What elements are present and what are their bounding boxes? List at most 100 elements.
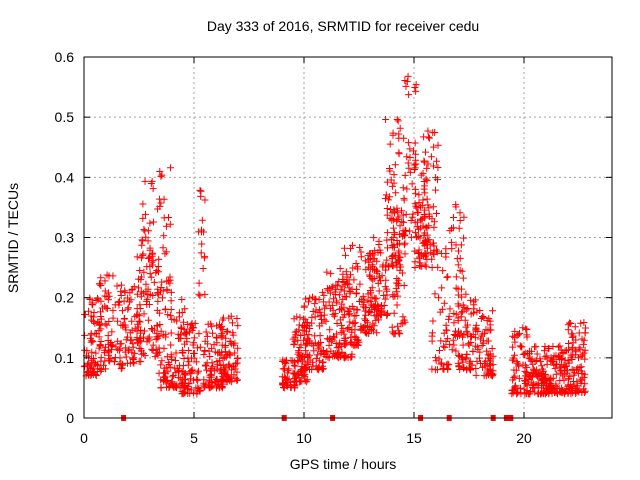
data-point (486, 326, 494, 334)
data-point (213, 357, 221, 365)
data-point (483, 347, 491, 355)
data-point (95, 333, 103, 341)
data-point (433, 176, 441, 184)
data-point (178, 309, 186, 317)
data-point (400, 196, 408, 204)
data-point (395, 150, 403, 158)
data-point (480, 313, 488, 321)
data-point (564, 375, 572, 383)
data-point (378, 307, 386, 315)
data-point (399, 313, 407, 321)
data-point (567, 353, 575, 361)
data-point (303, 335, 311, 343)
data-point (101, 302, 109, 310)
data-point (96, 342, 104, 350)
data-point (356, 280, 364, 288)
data-point (384, 244, 392, 252)
data-point (450, 330, 458, 338)
data-point (200, 379, 208, 387)
data-point (140, 310, 148, 318)
data-point (146, 270, 154, 278)
data-point (465, 359, 473, 367)
data-point (432, 357, 440, 365)
data-point (443, 361, 451, 369)
data-point (489, 372, 497, 380)
data-point (89, 301, 97, 309)
data-point (180, 318, 188, 326)
data-point (574, 369, 582, 377)
data-point (412, 160, 420, 168)
data-point (179, 348, 187, 356)
data-point (411, 258, 419, 266)
data-point (577, 376, 585, 384)
data-point (388, 209, 396, 217)
data-point (411, 83, 419, 91)
data-point (569, 332, 577, 340)
data-point (387, 176, 395, 184)
data-point (311, 295, 319, 303)
data-point (516, 384, 524, 392)
data-point (348, 328, 356, 336)
data-point (509, 376, 517, 384)
data-point (423, 177, 431, 185)
data-point (300, 336, 308, 344)
data-point (156, 195, 164, 203)
data-point (565, 319, 573, 327)
data-point (401, 250, 409, 258)
data-point (158, 357, 166, 365)
data-point (297, 366, 305, 374)
data-point (417, 203, 425, 211)
data-point (317, 350, 325, 358)
data-point (390, 171, 398, 179)
data-point (97, 366, 105, 374)
data-point (133, 339, 141, 347)
data-point (155, 369, 163, 377)
data-point (442, 321, 450, 329)
data-point (201, 290, 209, 298)
data-point (440, 342, 448, 350)
data-point (320, 291, 328, 299)
data-point (155, 255, 163, 263)
data-point (101, 277, 109, 285)
data-point (124, 294, 132, 302)
data-point (568, 345, 576, 353)
data-point (479, 312, 487, 320)
y-tick-label: 0.1 (55, 350, 75, 366)
data-point (219, 355, 227, 363)
data-point (452, 241, 460, 249)
data-point (458, 293, 466, 301)
data-point (575, 344, 583, 352)
data-point (392, 258, 400, 266)
data-point (459, 301, 467, 309)
data-point (425, 134, 433, 142)
data-point (166, 276, 174, 284)
data-point (368, 284, 376, 292)
data-point (149, 257, 157, 265)
data-point (206, 353, 214, 361)
data-point (400, 218, 408, 226)
data-point (369, 320, 377, 328)
data-point (399, 184, 407, 192)
data-point (146, 246, 154, 254)
data-point (390, 251, 398, 259)
data-point (113, 282, 121, 290)
data-point (186, 368, 194, 376)
data-point (114, 337, 122, 345)
data-point (233, 376, 241, 384)
data-point (142, 233, 150, 241)
data-point (200, 351, 208, 359)
data-point (185, 346, 193, 354)
data-point (112, 343, 120, 351)
data-point (331, 291, 339, 299)
data-point (127, 296, 135, 304)
data-point (345, 280, 353, 288)
data-point (354, 337, 362, 345)
data-point (166, 220, 174, 228)
data-point (148, 177, 156, 185)
data-point (332, 339, 340, 347)
data-point (390, 224, 398, 232)
data-point (167, 164, 175, 172)
data-point (446, 340, 454, 348)
data-point (340, 330, 348, 338)
data-point (470, 305, 478, 313)
